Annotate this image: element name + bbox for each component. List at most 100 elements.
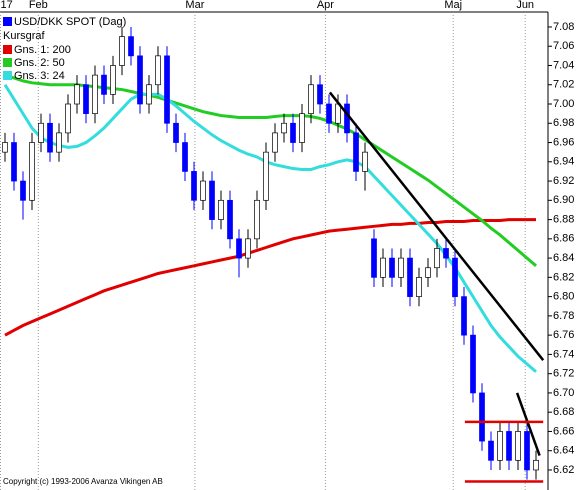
candle-body: [164, 55, 170, 124]
y-tick-label: 6.98: [553, 117, 574, 129]
candle-body: [344, 103, 350, 134]
candle-body: [317, 84, 323, 105]
chart-subtitle: Kursgraf: [3, 30, 46, 42]
candle-body: [479, 392, 485, 442]
y-tick-label: 7.02: [553, 79, 574, 91]
y-tick-label: 7.08: [553, 21, 574, 33]
y-tick-label: 6.94: [553, 156, 574, 168]
candle-body: [353, 132, 359, 172]
candle-body: [515, 431, 521, 461]
candle-body: [281, 122, 287, 134]
candle-body: [20, 180, 26, 201]
candle-body: [461, 296, 467, 336]
candle-body: [245, 238, 251, 259]
x-tick-label: 17: [1, 0, 13, 11]
candle-body: [191, 171, 197, 201]
x-tick-label: Maj: [444, 0, 462, 11]
y-tick-label: 7.06: [553, 40, 574, 52]
candle-body: [74, 84, 80, 105]
candle-body: [2, 142, 8, 153]
candle-body: [47, 122, 53, 153]
candle-body: [443, 248, 449, 259]
y-tick-label: 6.82: [553, 271, 574, 283]
candle-body: [452, 257, 458, 297]
y-tick-label: 6.80: [553, 291, 574, 303]
candle-body: [524, 431, 530, 471]
candle-body: [146, 84, 152, 105]
y-tick-label: 6.78: [553, 310, 574, 322]
y-tick-label: 6.96: [553, 136, 574, 148]
candle-body: [110, 65, 116, 95]
x-tick-label: Apr: [317, 0, 334, 11]
candle-body: [380, 257, 386, 278]
chart-title: USD/DKK SPOT (Dag): [14, 16, 126, 28]
candle-body: [65, 103, 71, 134]
legend-label: Gns. 2: 50: [14, 57, 65, 69]
candle-body: [173, 122, 179, 143]
candle-body: [299, 113, 305, 143]
y-tick-label: 6.90: [553, 194, 574, 206]
candle-body: [398, 257, 404, 278]
y-tick-label: 6.86: [553, 233, 574, 245]
candle-body: [488, 440, 494, 461]
candle-body: [497, 431, 503, 461]
candle-body: [209, 180, 215, 220]
trend-line: [328, 91, 545, 361]
moving-average: [4, 218, 536, 337]
legend-swatch: [3, 45, 12, 54]
candle-body: [272, 132, 278, 153]
candle-body: [362, 151, 368, 172]
candle-body: [416, 277, 422, 297]
candle-body: [533, 459, 539, 471]
candle-body: [236, 238, 242, 259]
x-tick-label: Jun: [516, 0, 534, 11]
x-tick-label: Feb: [29, 0, 48, 11]
candle-body: [506, 431, 512, 461]
candle-body: [56, 132, 62, 153]
y-tick-label: 6.64: [553, 445, 574, 457]
candle-body: [38, 122, 44, 143]
y-tick-label: 6.66: [553, 425, 574, 437]
y-tick-label: 7.00: [553, 98, 574, 110]
y-tick-label: 6.84: [553, 252, 574, 264]
trend-line: [515, 392, 541, 456]
candle-body: [155, 55, 161, 86]
y-tick-label: 6.88: [553, 213, 574, 225]
y-tick-label: 6.70: [553, 387, 574, 399]
candle-body: [290, 122, 296, 143]
candle-body: [371, 238, 377, 278]
y-tick-label: 6.74: [553, 348, 574, 360]
candle-body: [425, 267, 431, 278]
candle-body: [119, 36, 125, 66]
legend-swatch: [3, 17, 12, 26]
legend-label: Gns. 1: 200: [14, 44, 71, 56]
candle-body: [254, 199, 260, 240]
candle-body: [29, 142, 35, 201]
candle-body: [263, 151, 269, 201]
candle-body: [218, 199, 224, 220]
candle-body: [101, 74, 107, 95]
y-tick-label: 6.68: [553, 406, 574, 418]
candle-body: [137, 55, 143, 105]
candle-body: [335, 103, 341, 124]
y-tick-label: 7.04: [553, 59, 574, 71]
candle-body: [11, 142, 17, 182]
y-tick-label: 6.76: [553, 329, 574, 341]
legend-label: Gns. 3: 24: [14, 70, 65, 82]
legend: USD/DKK SPOT (Dag) Kursgraf Gns. 1: 200G…: [3, 16, 126, 82]
candle-body: [389, 257, 395, 278]
candle-body: [407, 257, 413, 297]
candle-body: [227, 199, 233, 240]
y-tick-label: 6.92: [553, 175, 574, 187]
candle-body: [182, 142, 188, 172]
candle-body: [83, 84, 89, 114]
candle-body: [128, 36, 134, 57]
copyright: Copyright (c) 1993-2006 Avanza Vikingen …: [3, 477, 163, 486]
candle-body: [470, 334, 476, 394]
x-tick-label: Mar: [185, 0, 204, 11]
y-tick-label: 6.62: [553, 464, 574, 476]
candle-body: [92, 74, 98, 114]
legend-swatch: [3, 58, 12, 67]
